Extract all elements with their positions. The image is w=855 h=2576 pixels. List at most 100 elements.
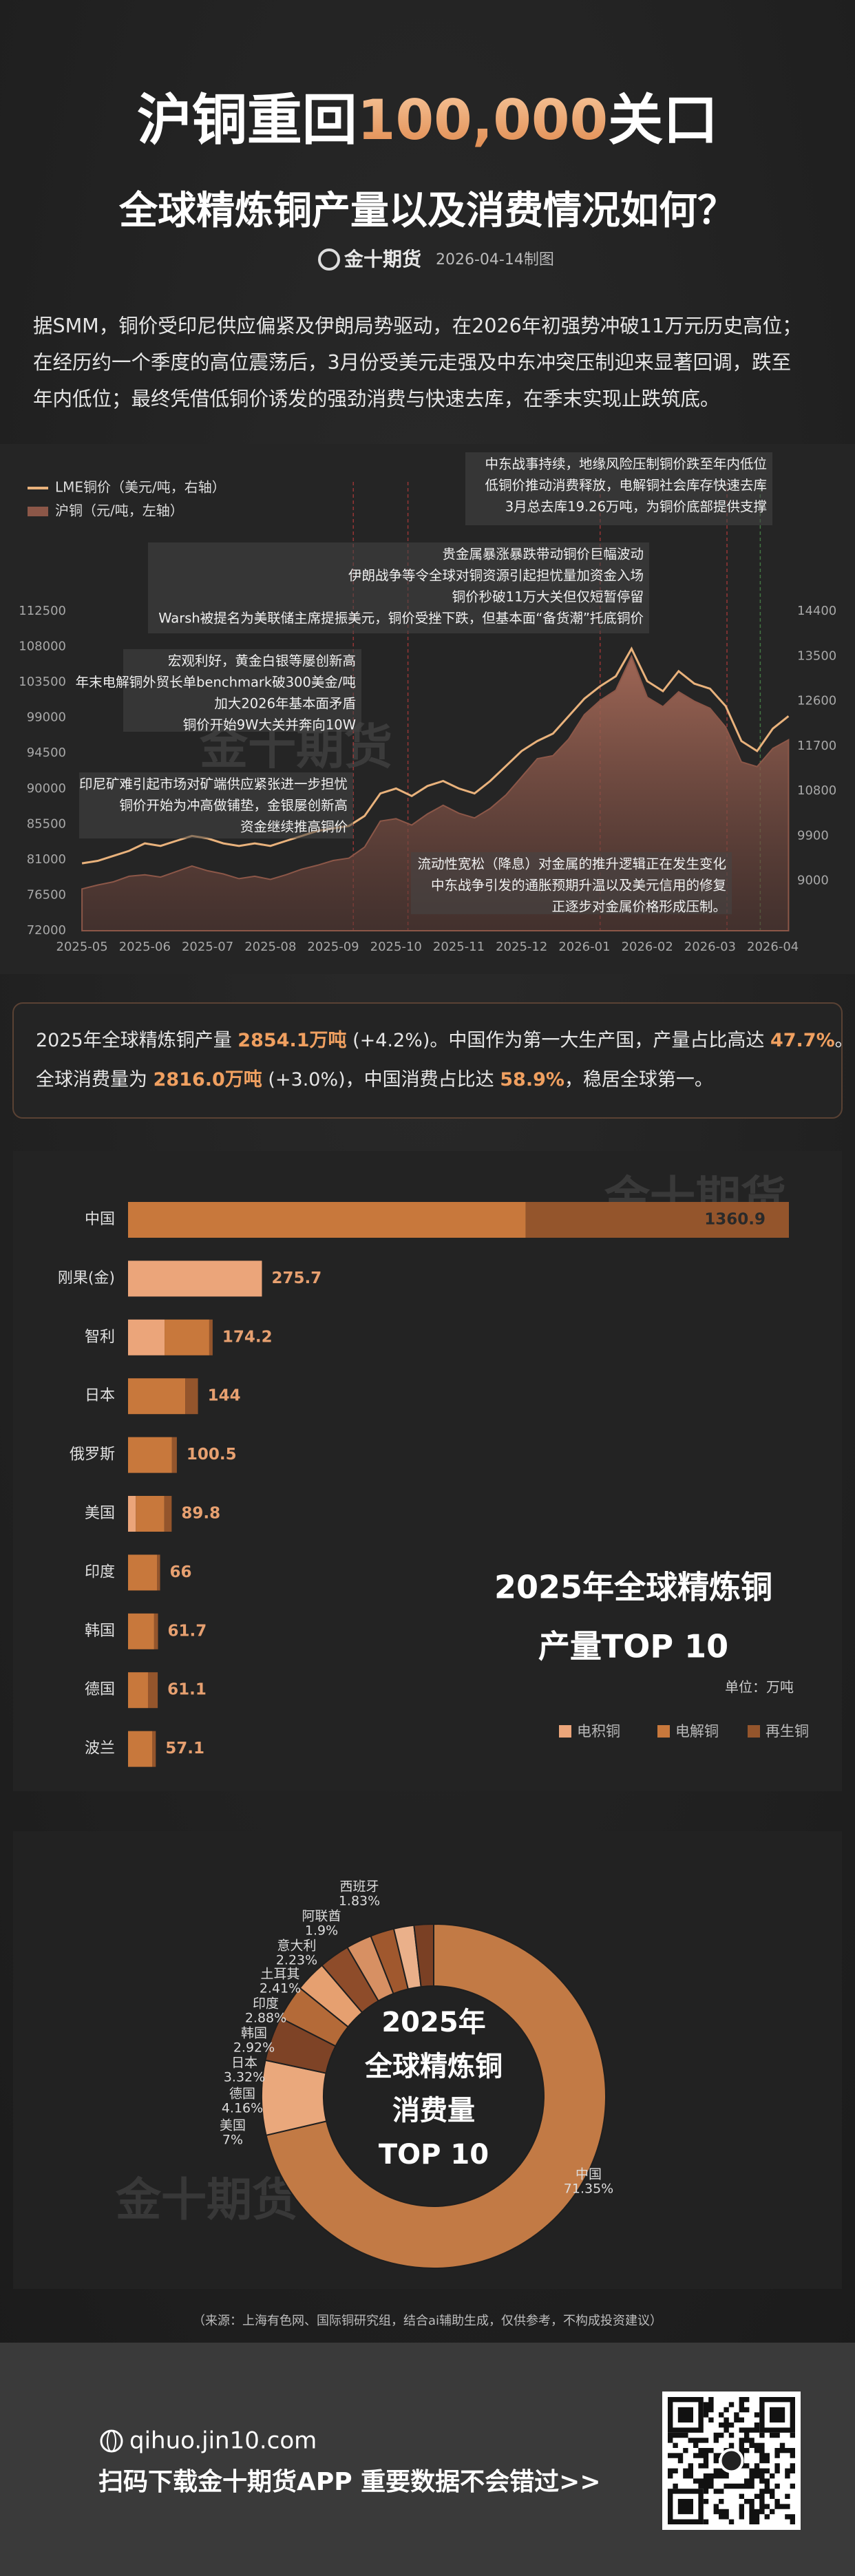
y2-tick-label: 11700 xyxy=(797,739,836,753)
annotation-box xyxy=(411,852,732,914)
annotation-box xyxy=(123,649,361,732)
bar-segment xyxy=(128,1613,154,1649)
source: （来源：上海有色网、国际铜研究组，结合ai辅助生成，仅供参考，不构成投资建议） xyxy=(193,2314,662,2328)
category-label: 俄罗斯 xyxy=(70,1446,115,1464)
bar-segment xyxy=(154,1613,158,1649)
y-tick-label: 85500 xyxy=(27,816,66,831)
total-label: 275.7 xyxy=(271,1269,321,1287)
y2-tick-label: 9900 xyxy=(797,828,829,843)
intro-line: 在经历约一个季度的高位震荡后，3月份受美元走强及中东冲突压制迎来显著回调，跌至 xyxy=(33,351,791,374)
category-label: 刚果(金) xyxy=(58,1269,115,1287)
annotation-text: Warsh被提名为美联储主席提振美元，铜价受挫下跌，但基本面“备货潮”托底铜价 xyxy=(158,611,644,626)
bar-segment xyxy=(157,1554,160,1591)
category-label: 德国 xyxy=(85,1681,115,1698)
slice-value-label: 1.9% xyxy=(305,1923,338,1939)
annotation-text: 低铜价推动消费释放，电解铜社会库存快速去库 xyxy=(485,478,767,494)
bar-segment xyxy=(525,1202,789,1238)
intro-line: 据SMM，铜价受印尼供应偏紧及伊朗局势驱动，在2026年初强势冲破11万元历史高… xyxy=(33,315,802,337)
highlight-text: 58.9% xyxy=(500,1069,564,1090)
bar-segment xyxy=(136,1496,165,1532)
slice-value-label: 3.32% xyxy=(224,2070,265,2085)
bar-title: 2025年全球精炼铜 xyxy=(494,1569,772,1606)
donut-slice xyxy=(265,1923,606,2269)
bar-segment xyxy=(128,1437,172,1473)
annotation-text: 贵金属暴涨暴跌带动铜价巨幅波动 xyxy=(442,547,644,562)
x-tick-label: 2025-05 xyxy=(56,940,108,954)
donut-title: 2025年 xyxy=(381,2007,485,2038)
qr-finder xyxy=(770,2407,785,2422)
annotation-box xyxy=(79,772,353,838)
legend-label: 沪铜（元/吨，左轴） xyxy=(55,503,184,519)
legend-swatch xyxy=(28,507,48,516)
category-label: 印度 xyxy=(85,1563,115,1581)
total-label: 61.1 xyxy=(167,1681,207,1699)
x-tick-label: 2026-02 xyxy=(622,940,673,954)
x-tick-label: 2025-10 xyxy=(370,940,422,954)
x-tick-label: 2025-12 xyxy=(496,940,547,954)
slice-name: 西班牙 xyxy=(339,1879,379,1894)
category-label: 韩国 xyxy=(85,1623,115,1640)
y-tick-label: 76500 xyxy=(27,887,66,902)
y2-tick-label: 9000 xyxy=(797,874,829,888)
footer-url: qihuo.jin10.com xyxy=(129,2427,317,2455)
text-segment: 关口 xyxy=(608,88,718,152)
text-segment: 全球消费量为 xyxy=(36,1069,154,1090)
text-segment: (+4.2%)。中国作为第一大生产国，产量占比高达 xyxy=(347,1030,770,1051)
slice-name: 韩国 xyxy=(241,2026,267,2041)
bar-segment xyxy=(165,1319,209,1355)
text-segment: 。 xyxy=(835,1030,854,1051)
y2-tick-label: 10800 xyxy=(797,783,836,798)
text-segment: (+3.0%)，中国消费占比达 xyxy=(262,1069,500,1090)
total-label: 144 xyxy=(208,1387,241,1405)
slice-value-label: 2.41% xyxy=(260,1981,301,1996)
bar-segment xyxy=(128,1672,148,1709)
slice-value-label: 2.88% xyxy=(245,2011,286,2026)
total-label: 100.5 xyxy=(187,1446,237,1464)
annotation-text: 正逐步对金属价格形成压制。 xyxy=(551,899,726,915)
category-label: 波兰 xyxy=(85,1740,115,1757)
y-tick-label: 99000 xyxy=(27,710,66,725)
slice-name: 中国 xyxy=(576,2167,602,2182)
watermark: 金十期货 xyxy=(115,2173,297,2226)
text-segment: 2025年全球精炼铜产量 xyxy=(36,1030,237,1051)
annotation-box xyxy=(148,542,649,633)
y2-tick-label: 13500 xyxy=(797,648,836,663)
x-tick-label: 2025-08 xyxy=(244,940,296,954)
slice-value-label: 1.83% xyxy=(339,1894,380,1909)
legend-label: 电积铜 xyxy=(577,1723,620,1740)
annotation-text: 3月总去库19.26万吨，为铜价底部提供支撑 xyxy=(505,499,767,515)
slice-name: 土耳其 xyxy=(260,1967,299,1982)
category-label: 美国 xyxy=(85,1505,115,1522)
annotation-text: 加大2026年基本面矛盾 xyxy=(214,696,356,712)
donut-title: TOP 10 xyxy=(379,2139,489,2171)
annotation-text: 宏观利好，黄金白银等屡创新高 xyxy=(168,653,356,669)
qr-logo xyxy=(719,2448,744,2473)
total-label: 66 xyxy=(170,1563,192,1581)
bar-segment xyxy=(128,1260,262,1297)
highlight-text: 2816.0万吨 xyxy=(154,1069,262,1090)
bar-segment xyxy=(147,1672,158,1709)
annotation-text: 铜价开始9W大关并奔向10W xyxy=(183,717,356,733)
bar-segment xyxy=(128,1202,526,1238)
x-tick-label: 2026-04 xyxy=(747,940,799,954)
bar-segment xyxy=(128,1319,165,1355)
bar-segment xyxy=(128,1378,186,1415)
donut-title: 消费量 xyxy=(392,2095,475,2126)
y-tick-label: 90000 xyxy=(27,781,66,796)
qr-finder xyxy=(677,2499,693,2515)
x-tick-label: 2025-11 xyxy=(433,940,485,954)
y-tick-label: 108000 xyxy=(19,640,66,654)
highlight-text: 2854.1万吨 xyxy=(237,1030,346,1051)
y2-tick-label: 12600 xyxy=(797,694,836,708)
annotation-text: 流动性宽松（降息）对金属的推升逻辑正在发生变化 xyxy=(417,856,726,872)
bar-segment xyxy=(209,1319,213,1355)
y2-tick-label: 14400 xyxy=(797,604,836,618)
summary-line: 2025年全球精炼铜产量 2854.1万吨 (+4.2%)。中国作为第一大生产国… xyxy=(36,1030,854,1051)
legend-label: 再生铜 xyxy=(766,1723,809,1740)
annotation-text: 年末电解铜外贸长单benchmark破300美金/吨 xyxy=(76,675,356,690)
slice-name: 日本 xyxy=(231,2056,257,2071)
legend-label: LME铜价（美元/吨，右轴） xyxy=(55,479,226,496)
category-label: 中国 xyxy=(85,1211,115,1228)
